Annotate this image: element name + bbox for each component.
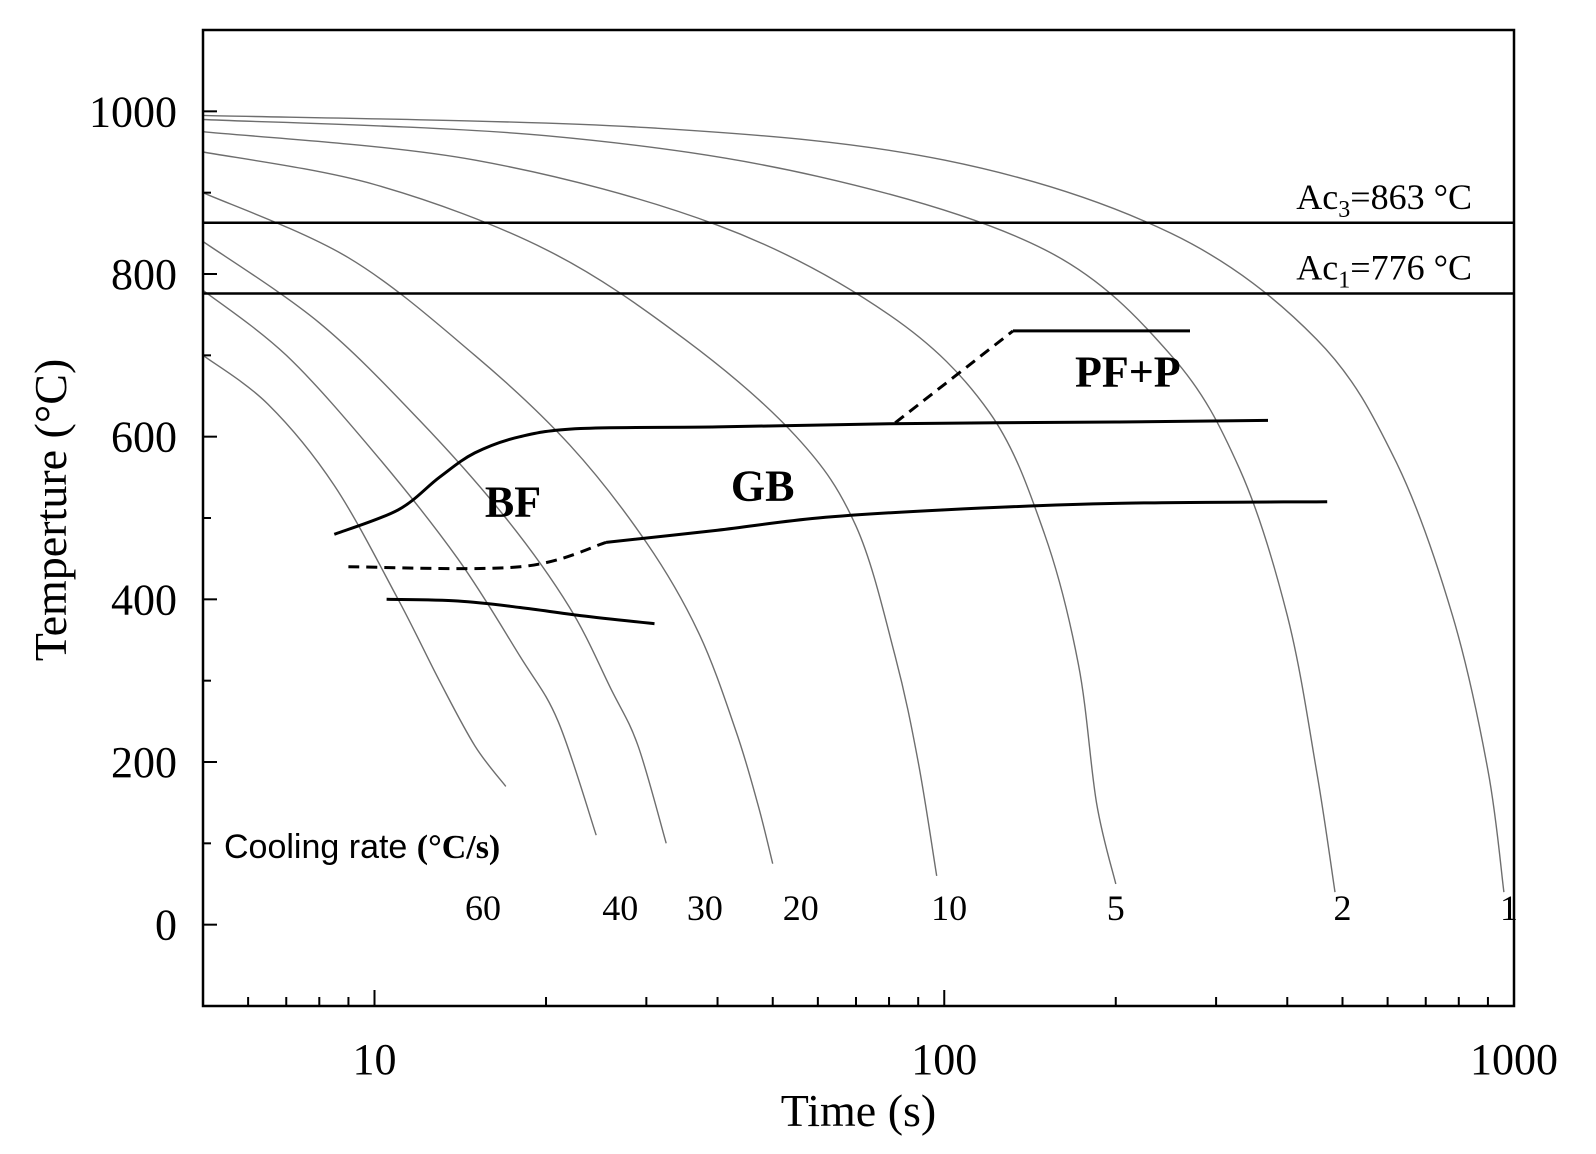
y-axis-title: Temperture (°C) [25,359,76,662]
phase-boundary-5 [348,540,607,571]
cooling-rate-label-5: 5 [1107,888,1125,928]
cooling-rate-label-30: 30 [687,888,723,928]
cooling-rate-title: Cooling rate (°C/s) [224,828,500,866]
x-axis-title: Time (s) [781,1085,937,1136]
cooling-curve-20 [202,192,774,864]
cooling-rate-label-10: 10 [931,888,967,928]
cooling-rate-label-40: 40 [602,888,638,928]
cooling-rate-label-60: 60 [465,888,501,928]
phase-boundary-6 [386,597,655,626]
cooling-rate-label-1: 1 [1500,888,1518,928]
cooling-curve-30 [202,240,667,844]
cooling-rate-label-2: 2 [1333,888,1351,928]
x-tick-label-10: 10 [353,1035,397,1084]
region-label-gb: GB [731,461,795,510]
y-tick-label-600: 600 [111,413,177,462]
phase-boundary-3 [333,418,1269,536]
cooling-curve-60 [202,354,507,787]
y-tick-label-1000: 1000 [89,87,177,136]
region-label-bf: BF [485,478,541,527]
y-tick-label-0: 0 [155,901,177,950]
cooling-curve-5 [202,131,1117,885]
cooling-rate-label-20: 20 [783,888,819,928]
ac1-label: Ac1=776 °C [1296,248,1472,294]
ac3-label: Ac3=863 °C [1296,177,1472,223]
axis-ticks [202,29,1515,1007]
cooling-curve-10 [202,151,938,877]
x-tick-label-1000: 1000 [1470,1035,1558,1084]
cooling-curve-1 [202,114,1505,893]
y-tick-label-400: 400 [111,575,177,624]
critical-temperature-lines [203,221,1514,295]
cooling-curve-40 [202,289,597,836]
cooling-curves [202,114,1505,893]
region-label-pf-p: PF+P [1075,348,1181,397]
x-tick-label-100: 100 [911,1035,977,1084]
cooling-curve-2 [202,118,1336,893]
phase-boundary-2 [894,329,1014,424]
y-tick-label-200: 200 [111,738,177,787]
chart-annotations: 60 40 30 20 10 5 2 1 Ac3=863 °C Ac1=776 °C PF+P BF G… [25,87,1558,1136]
phase-boundary-4 [605,500,1328,544]
y-tick-label-800: 800 [111,250,177,299]
phase-boundaries [333,329,1328,626]
